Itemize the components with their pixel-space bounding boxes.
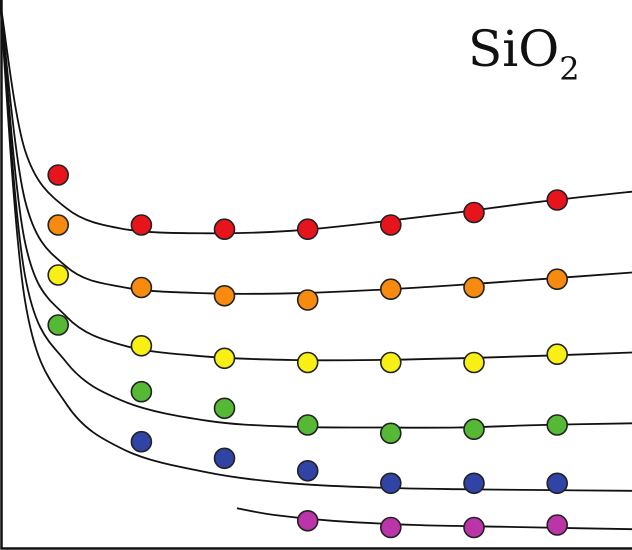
series-4-point-0 [130, 430, 153, 453]
series-0-point-5 [463, 201, 485, 224]
series-2-point-0 [47, 264, 70, 286]
series-1-point-1 [130, 276, 153, 299]
series-0-point-0 [47, 164, 70, 186]
series-3-point-1 [130, 380, 153, 403]
chart-label-subscript: 2 [559, 50, 579, 88]
series-2-point-2 [213, 347, 236, 370]
series-0-point-3 [296, 218, 319, 240]
series-0-point-4 [379, 214, 402, 236]
markers-layer [47, 164, 569, 539]
series-3-point-2 [213, 397, 236, 420]
series-5-point-2 [463, 516, 485, 539]
series-4-point-1 [213, 447, 236, 470]
series-2-point-6 [546, 343, 569, 366]
series-3-point-3 [296, 414, 319, 436]
series-3-curve [0, 0, 632, 429]
series-2-point-1 [130, 334, 153, 357]
series-1-point-3 [296, 289, 319, 311]
series-5-curve [236, 507, 632, 531]
series-2-point-4 [379, 351, 402, 374]
series-1-point-0 [47, 214, 70, 236]
series-1-point-6 [546, 268, 569, 291]
series-2-point-5 [463, 351, 485, 374]
series-3-point-0 [47, 314, 70, 336]
series-1-point-2 [213, 284, 236, 307]
series-5-point-1 [379, 516, 402, 539]
series-0-curve [0, 0, 632, 235]
series-5-point-3 [546, 514, 569, 536]
series-0-point-2 [213, 218, 236, 240]
series-4-point-3 [379, 472, 402, 495]
series-3-point-6 [546, 414, 569, 436]
series-4-point-4 [463, 472, 485, 495]
series-0-point-6 [546, 189, 569, 211]
series-4-point-2 [296, 459, 319, 482]
series-1-point-4 [379, 278, 402, 301]
series-2-point-3 [296, 351, 319, 374]
chart-label-main: SiO [468, 20, 559, 78]
chart-label: SiO2 [468, 20, 580, 88]
series-3-point-4 [379, 422, 402, 445]
series-5-point-0 [296, 509, 319, 532]
series-4-point-5 [546, 472, 569, 495]
series-0-point-1 [130, 214, 153, 236]
series-1-point-5 [463, 276, 485, 299]
series-4-curve [0, 0, 632, 492]
series-3-point-5 [463, 418, 485, 441]
